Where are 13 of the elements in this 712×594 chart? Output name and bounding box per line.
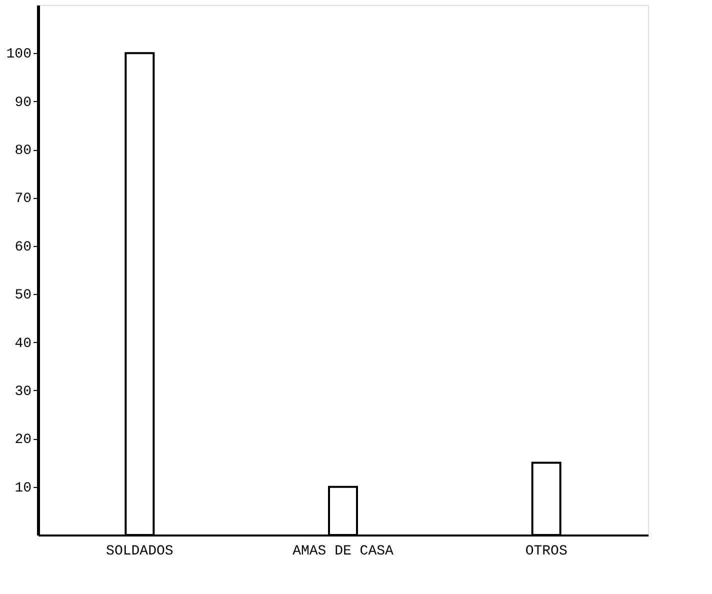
y-tick-label: 80 — [14, 143, 32, 160]
y-tick-label: 70 — [14, 191, 32, 208]
y-tick-label: 40 — [14, 336, 32, 352]
y-tick-label: 60 — [14, 239, 32, 256]
x-tick-label: AMAS DE CASA — [292, 544, 394, 560]
y-tick-label: 50 — [14, 288, 32, 304]
y-tick-label: 30 — [14, 384, 32, 400]
y-tick-label: 100 — [6, 46, 32, 63]
y-tick-label: 90 — [14, 94, 32, 111]
y-tick-label: 20 — [14, 432, 32, 448]
x-tick-label: SOLDADOS — [106, 544, 174, 560]
y-tick-label: 10 — [14, 480, 32, 496]
x-tick-label: OTROS — [525, 544, 568, 560]
